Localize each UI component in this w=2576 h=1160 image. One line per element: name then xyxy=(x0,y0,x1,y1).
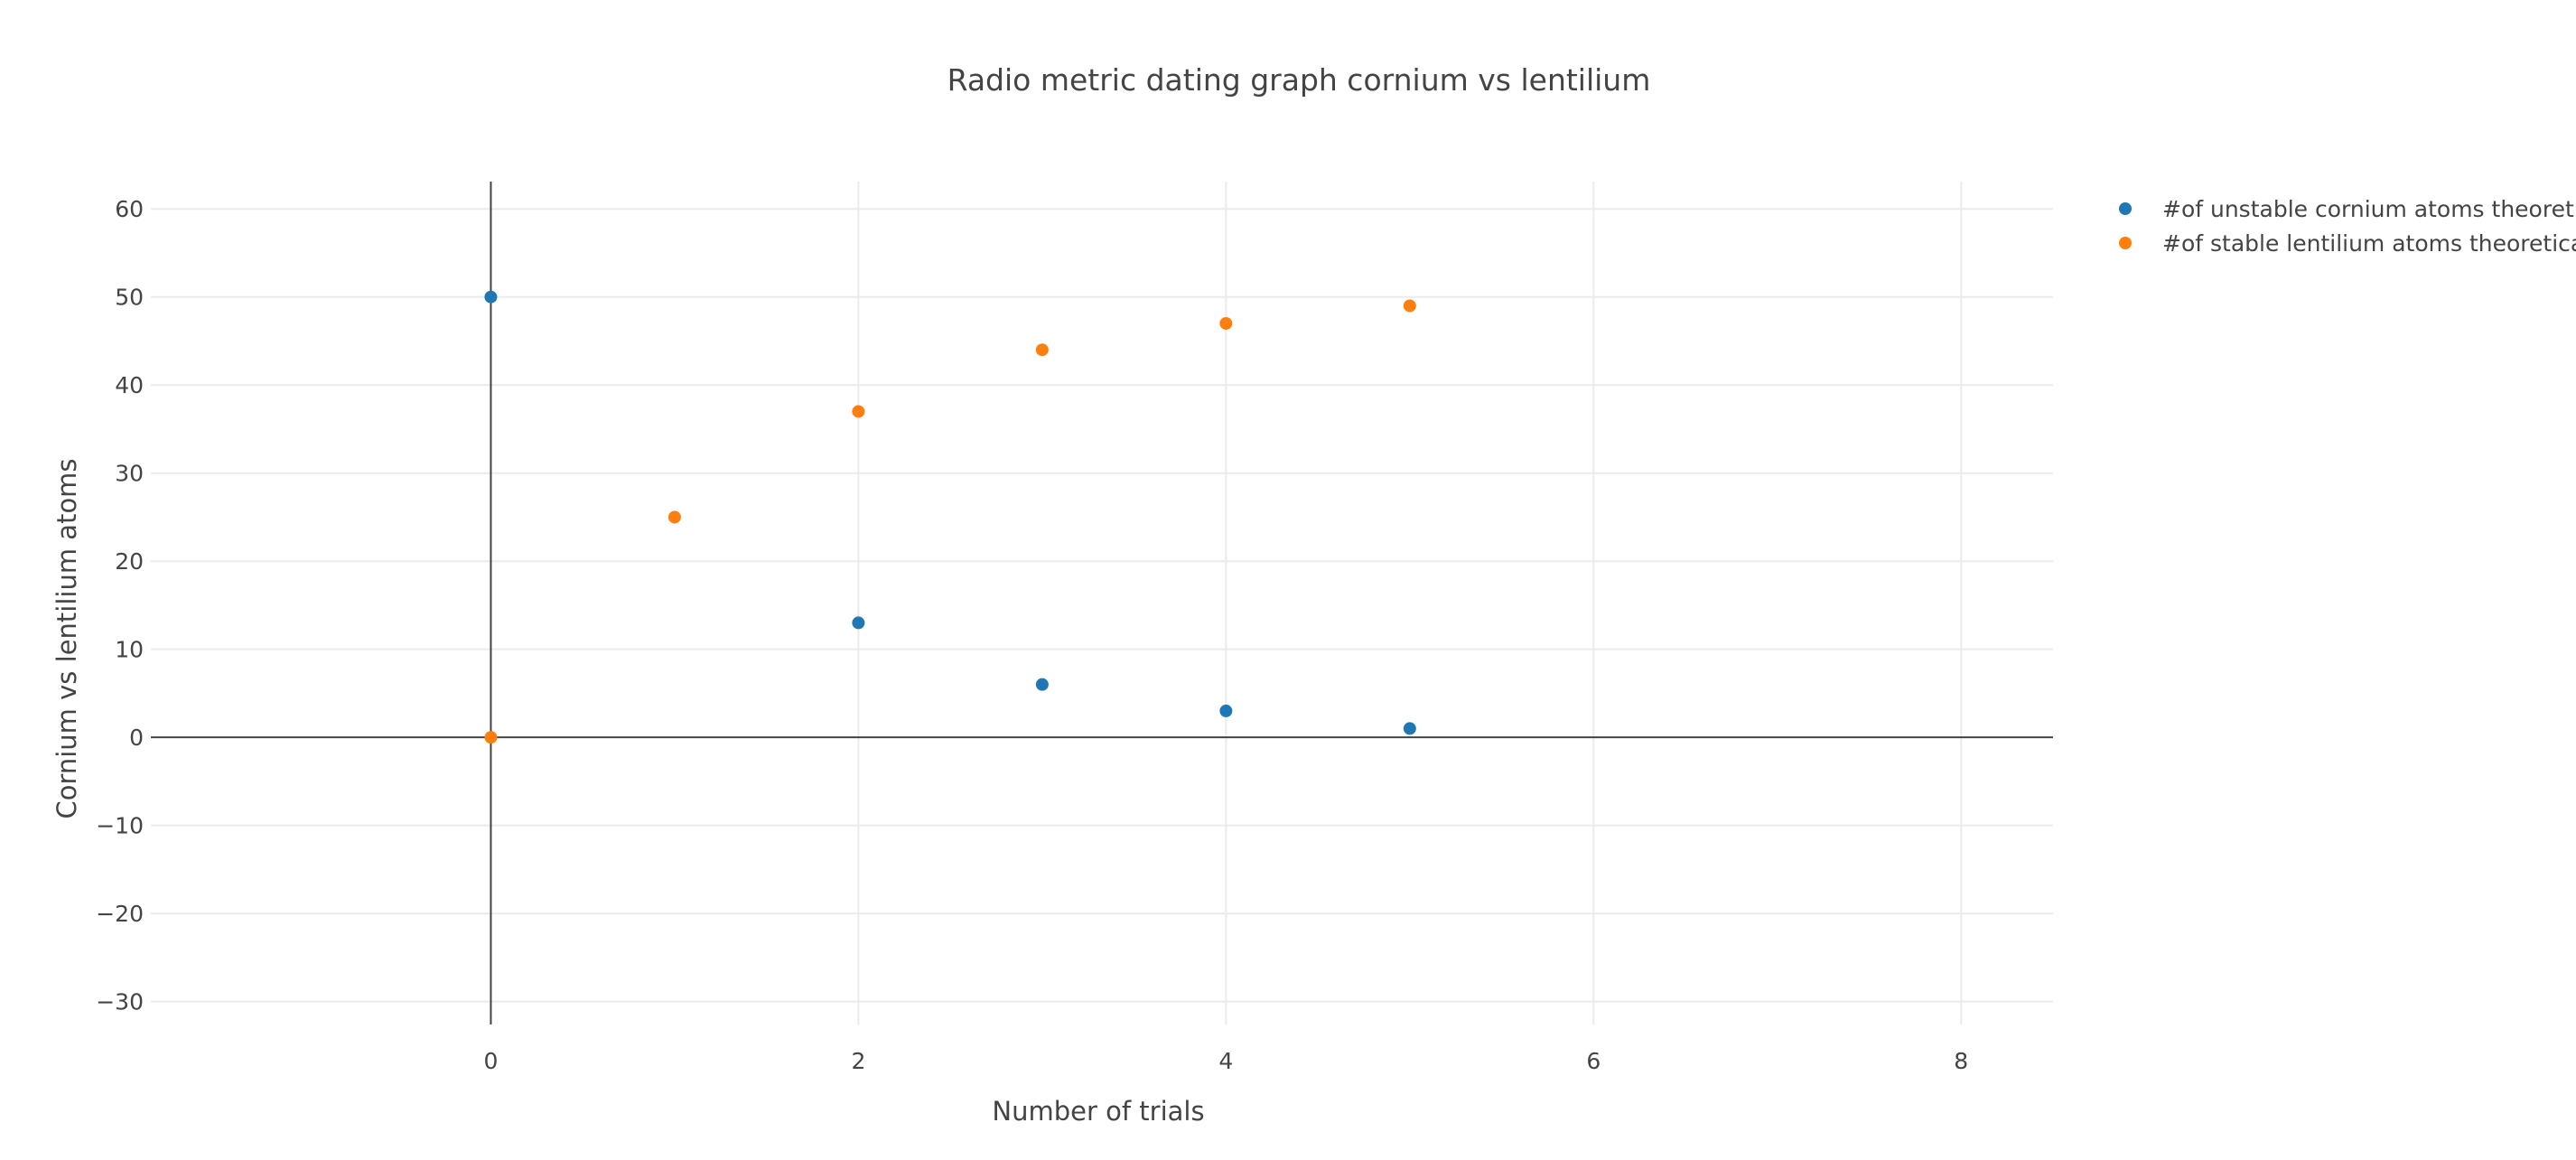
x-tick-label: 6 xyxy=(1586,1048,1601,1074)
y-tick-label: 10 xyxy=(115,637,144,663)
x-axis-title: Number of trials xyxy=(992,1096,1204,1127)
y-tick-label: 50 xyxy=(115,285,144,311)
unstable-cornium-point[interactable] xyxy=(1219,704,1233,717)
legend-marker-unstable-cornium xyxy=(2119,202,2132,215)
legend-item-stable-lentilium[interactable]: #of stable lentilium atoms theoretical xyxy=(2119,230,2576,257)
y-tick-label: −30 xyxy=(96,989,144,1015)
stable-lentilium-point[interactable] xyxy=(667,510,681,524)
stable-lentilium-point[interactable] xyxy=(1219,316,1233,330)
tick-labels: 0 2 4 6 8 −30 −20 −10 0 10 20 30 40 50 60 xyxy=(96,196,1968,1074)
legend-label-unstable-cornium: #of unstable cornium atoms theoretic xyxy=(2162,196,2576,222)
stable-lentilium-point[interactable] xyxy=(484,731,498,744)
stable-lentilium-point[interactable] xyxy=(1403,299,1416,313)
y-tick-label: 30 xyxy=(115,461,144,487)
unstable-cornium-point[interactable] xyxy=(852,616,865,630)
x-tick-label: 0 xyxy=(483,1048,498,1074)
stable-lentilium-point[interactable] xyxy=(1035,343,1049,357)
y-tick-label: 0 xyxy=(129,725,144,751)
data-points xyxy=(484,290,1416,744)
y-tick-label: −10 xyxy=(96,813,144,839)
x-tick-label: 4 xyxy=(1218,1048,1233,1074)
y-tick-label: 60 xyxy=(115,196,144,222)
legend-item-unstable-cornium[interactable]: #of unstable cornium atoms theoretic xyxy=(2119,196,2576,222)
legend-label-stable-lentilium: #of stable lentilium atoms theoretical xyxy=(2162,230,2576,257)
unstable-cornium-point[interactable] xyxy=(1035,678,1049,691)
y-tick-label: 40 xyxy=(115,372,144,398)
unstable-cornium-point[interactable] xyxy=(484,290,498,304)
zero-lines xyxy=(151,182,2053,1024)
unstable-cornium-point[interactable] xyxy=(1403,722,1416,735)
x-tick-label: 8 xyxy=(1954,1048,1968,1074)
legend-marker-stable-lentilium xyxy=(2119,237,2132,249)
x-tick-label: 2 xyxy=(851,1048,865,1074)
chart-title: Radio metric dating graph cornium vs len… xyxy=(947,62,1651,98)
legend: #of unstable cornium atoms theoretic #of… xyxy=(2119,196,2576,257)
y-tick-label: −20 xyxy=(96,901,144,927)
y-axis-title: Cornium vs lentilium atoms xyxy=(51,458,82,819)
grid-lines xyxy=(151,182,2053,1024)
stable-lentilium-point[interactable] xyxy=(852,405,865,418)
y-tick-label: 20 xyxy=(115,548,144,575)
